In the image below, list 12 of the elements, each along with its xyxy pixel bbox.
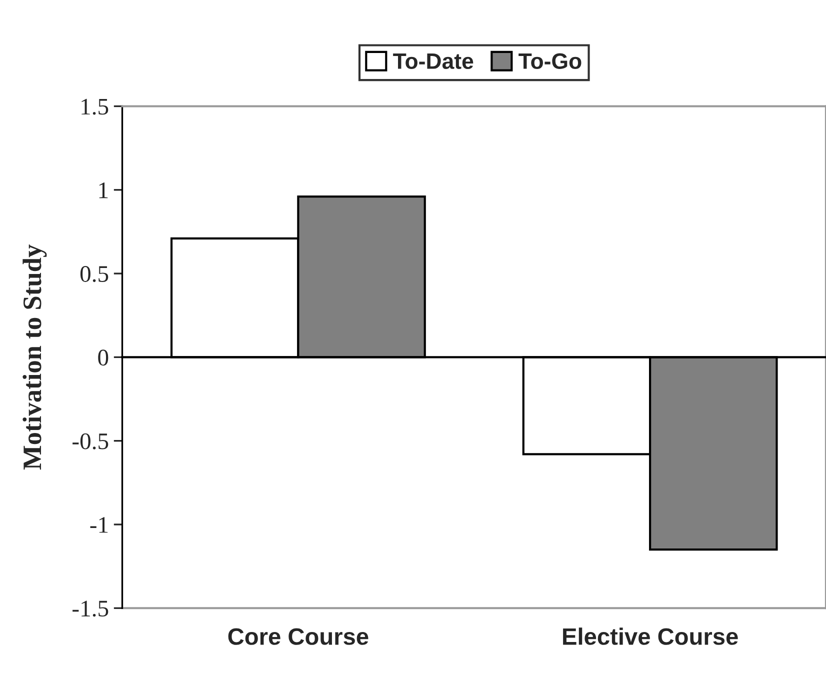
y-tick-label: -1 [90,517,108,533]
legend-label: To-Go [518,53,582,70]
legend-label: To-Date [393,54,474,70]
y-tick-label: -1.5 [72,600,108,617]
y-tick-label: -0.5 [72,433,108,450]
x-tick-label: Core Course [228,628,368,645]
y-tick-label: 1.5 [82,98,108,115]
y-tick-label: 0.5 [80,266,108,282]
y-tick-label: 0 [98,350,108,366]
y-tick-label: 1 [99,182,108,198]
x-tick-label: Elective Course [563,628,738,645]
y-axis-title: Motivation to Study [22,244,47,470]
